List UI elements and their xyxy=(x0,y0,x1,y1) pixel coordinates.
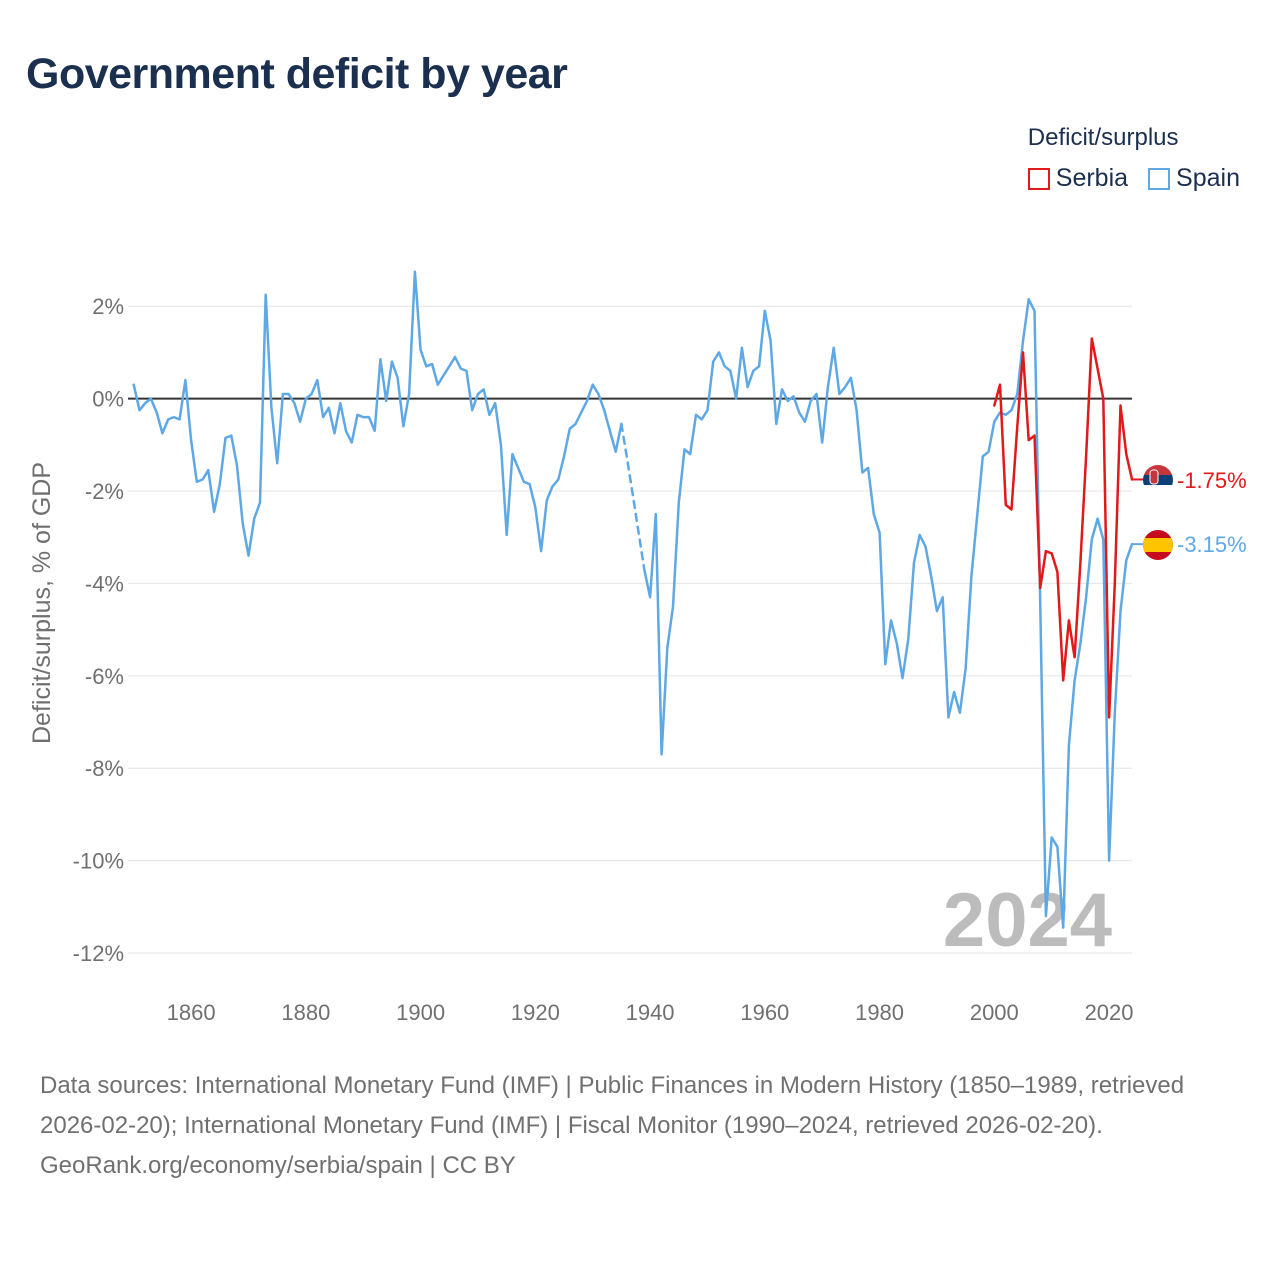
y-tick-label: -6% xyxy=(85,664,124,689)
chart-plot: 2% 0% -2% -4% -6% -8% -10% -12% 1860 1880 1900 192… xyxy=(28,270,1247,1025)
legend-swatch-serbia xyxy=(1027,167,1050,190)
y-tick-label: -12% xyxy=(73,941,124,966)
series-lines xyxy=(132,270,1143,929)
y-tick-label: -4% xyxy=(85,571,124,596)
y-tick-label: 2% xyxy=(92,294,124,319)
y-axis-ticks: 2% 0% -2% -4% -6% -8% -10% -12% xyxy=(73,294,124,966)
y-tick-label: 0% xyxy=(92,387,124,412)
legend: Deficit/surplus Serbia Spain xyxy=(1027,124,1240,193)
x-tick-label: 1900 xyxy=(396,1000,445,1025)
x-tick-label: 2000 xyxy=(970,1000,1019,1025)
y-tick-label: -2% xyxy=(85,479,124,504)
y-tick-label: -10% xyxy=(73,849,124,874)
x-tick-label: 1920 xyxy=(511,1000,560,1025)
year-watermark: 2024 xyxy=(943,878,1112,963)
spain-line-gap xyxy=(620,422,646,571)
credit-link[interactable]: GeoRank.org/economy/serbia/spain | CC BY xyxy=(40,1152,516,1179)
y-axis-label: Deficit/surplus, % of GDP xyxy=(28,462,56,744)
x-tick-label: 1980 xyxy=(855,1000,904,1025)
serbia-flag-icon xyxy=(1143,465,1173,495)
legend-swatch-spain xyxy=(1148,167,1171,190)
x-tick-label: 1860 xyxy=(167,1000,216,1025)
legend-label-serbia: Serbia xyxy=(1055,164,1129,192)
spain-flag-icon xyxy=(1143,530,1173,560)
x-tick-label: 1880 xyxy=(281,1000,330,1025)
x-tick-label: 1960 xyxy=(740,1000,789,1025)
footer: Data sources: International Monetary Fun… xyxy=(40,1066,1240,1186)
end-label-serbia: -1.75% xyxy=(1177,468,1247,493)
spain-line-continued xyxy=(643,298,1134,929)
gridlines xyxy=(128,305,1132,954)
x-tick-label: 2020 xyxy=(1085,1000,1134,1025)
legend-label-spain: Spain xyxy=(1176,164,1240,192)
x-tick-label: 1940 xyxy=(626,1000,675,1025)
data-sources: Data sources: International Monetary Fun… xyxy=(40,1072,1185,1139)
spain-line xyxy=(132,270,623,557)
y-tick-label: -8% xyxy=(85,756,124,781)
serbia-line xyxy=(993,337,1134,719)
legend-title: Deficit/surplus xyxy=(1027,124,1179,151)
chart-title: Government deficit by year xyxy=(26,50,568,98)
x-axis-ticks: 1860 1880 1900 1920 1940 1960 1980 2000 2020 xyxy=(167,1000,1134,1025)
legend-item-spain[interactable]: Spain xyxy=(1148,164,1240,193)
legend-item-serbia[interactable]: Serbia xyxy=(1027,164,1129,193)
end-label-spain: -3.15% xyxy=(1177,532,1247,557)
